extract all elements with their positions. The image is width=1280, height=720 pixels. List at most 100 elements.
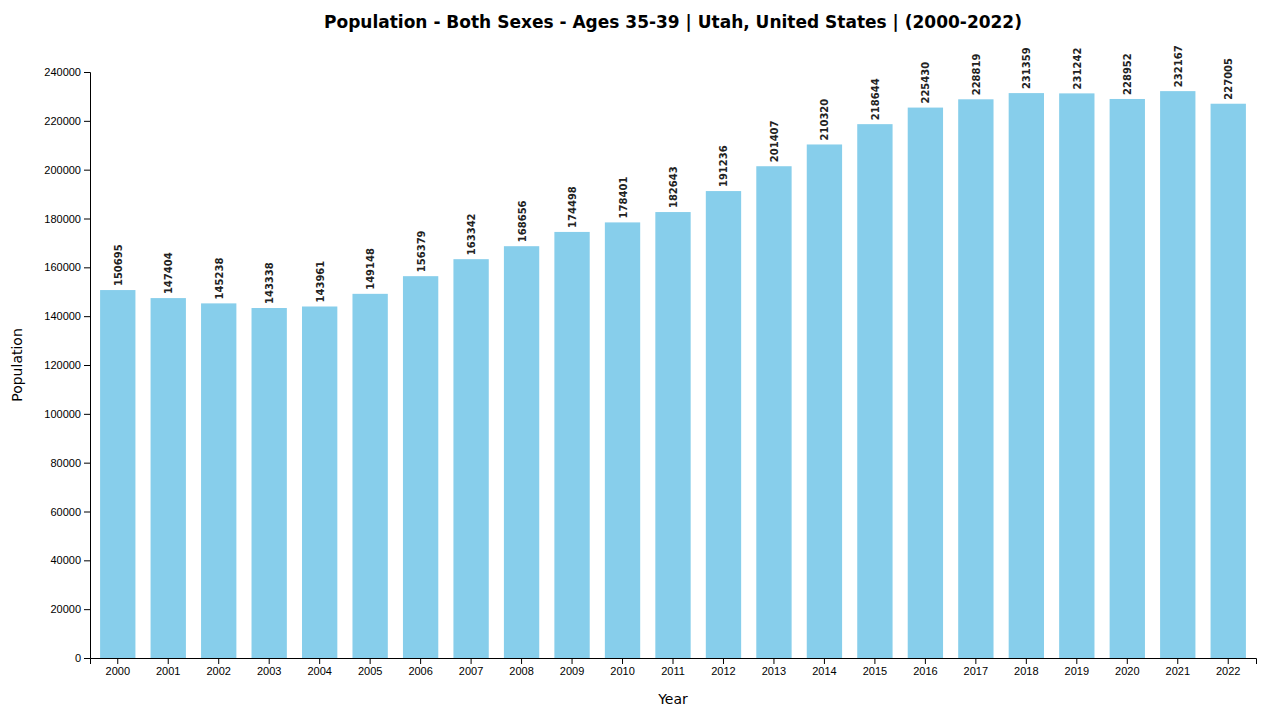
y-tick: 120000	[44, 359, 90, 371]
x-tick: 2013	[762, 658, 786, 677]
x-tick: 2007	[459, 658, 483, 677]
bars	[100, 91, 1246, 658]
x-tick-label: 2001	[156, 665, 180, 677]
data-label: 150695	[113, 244, 124, 286]
data-label: 228952	[1122, 53, 1133, 95]
x-tick-mark	[471, 658, 472, 664]
x-tick-mark	[1026, 658, 1027, 664]
bar	[756, 166, 791, 658]
x-tick: 2003	[257, 658, 281, 677]
y-tick: 200000	[44, 164, 90, 176]
x-tick-mark	[420, 658, 421, 664]
data-label: 218644	[870, 78, 881, 120]
bar	[1211, 104, 1246, 658]
x-axis: 2000200120022003200420052006200720082009…	[91, 658, 1257, 677]
x-tick-mark	[319, 658, 320, 664]
bar	[554, 232, 589, 658]
x-tick-mark	[1228, 658, 1229, 664]
x-tick-mark	[572, 658, 573, 664]
y-tick-mark	[84, 121, 90, 122]
x-axis-title: Year	[657, 691, 688, 707]
x-tick-label: 2012	[711, 665, 735, 677]
y-tick-label: 40000	[50, 554, 81, 566]
bar	[908, 108, 943, 658]
x-tick: 2014	[812, 658, 836, 677]
y-tick: 0	[75, 652, 90, 664]
y-tick: 60000	[50, 506, 90, 518]
x-tick-label: 2013	[762, 665, 786, 677]
x-tick-label: 2006	[408, 665, 432, 677]
bar	[807, 144, 842, 658]
y-tick-label: 200000	[44, 164, 81, 176]
x-tick-mark	[773, 658, 774, 664]
x-tick: 2000	[106, 658, 130, 677]
data-label: 178401	[618, 177, 629, 219]
x-tick-label: 2015	[863, 665, 887, 677]
y-tick: 220000	[44, 115, 90, 127]
y-tick-mark	[84, 463, 90, 464]
bar	[100, 290, 135, 658]
y-tick-mark	[84, 609, 90, 610]
y-tick-label: 140000	[44, 310, 81, 322]
data-label: 156379	[416, 230, 427, 272]
bar	[201, 303, 236, 658]
x-tick-mark	[1076, 658, 1077, 664]
y-tick-mark	[84, 560, 90, 561]
x-tick: 2022	[1216, 658, 1240, 677]
bar	[302, 306, 337, 658]
y-tick-mark	[84, 365, 90, 366]
data-labels: 1506951474041452381433381439611491481563…	[113, 45, 1234, 304]
x-tick: 2005	[358, 658, 382, 677]
bar	[151, 298, 186, 658]
x-tick-mark	[1177, 658, 1178, 664]
x-tick: 2011	[661, 658, 685, 677]
x-tick-label: 2018	[1014, 665, 1038, 677]
bar	[605, 222, 640, 658]
x-axis-line	[91, 659, 1257, 665]
x-tick-mark	[673, 658, 674, 664]
x-tick: 2017	[964, 658, 988, 677]
data-label: 143961	[315, 261, 326, 303]
chart-svg: 0 20000 40000 60000 80000 100000 120000 140000 1…	[0, 0, 1280, 720]
data-label: 227005	[1223, 58, 1234, 100]
x-tick: 2009	[560, 658, 584, 677]
data-label: 228819	[971, 54, 982, 96]
y-tick-label: 20000	[50, 603, 81, 615]
x-tick-label: 2011	[661, 665, 685, 677]
bar	[857, 124, 892, 658]
x-tick-mark	[117, 658, 118, 664]
x-tick-label: 2022	[1216, 665, 1240, 677]
bar	[403, 276, 438, 658]
bar	[1110, 99, 1145, 658]
x-tick: 2015	[863, 658, 887, 677]
y-axis: 0 20000 40000 60000 80000 100000 120000 140000 1…	[44, 66, 90, 664]
bar	[504, 246, 539, 658]
data-label: 231242	[1072, 48, 1083, 90]
x-tick-label: 2000	[106, 665, 130, 677]
y-tick-label: 240000	[44, 66, 81, 78]
x-tick-mark	[218, 658, 219, 664]
y-tick: 160000	[44, 261, 90, 273]
x-tick-label: 2021	[1166, 665, 1190, 677]
x-tick: 2018	[1014, 658, 1038, 677]
x-tick: 2006	[408, 658, 432, 677]
data-label: 145238	[214, 258, 225, 300]
y-tick: 240000	[44, 66, 90, 78]
x-tick-mark	[370, 658, 371, 664]
x-tick-mark	[1127, 658, 1128, 664]
x-tick-label: 2010	[610, 665, 634, 677]
y-tick-mark	[84, 267, 90, 268]
data-label: 231359	[1021, 47, 1032, 89]
x-tick-label: 2009	[560, 665, 584, 677]
bar	[252, 308, 287, 658]
x-tick-mark	[269, 658, 270, 664]
y-tick: 80000	[50, 457, 90, 469]
plot-area: 0 20000 40000 60000 80000 100000 120000 140000 1…	[44, 45, 1256, 676]
x-tick-mark	[824, 658, 825, 664]
y-tick-label: 180000	[44, 213, 81, 225]
bar	[453, 259, 488, 658]
y-tick: 140000	[44, 310, 90, 322]
y-tick: 100000	[44, 408, 90, 420]
x-tick: 2001	[156, 658, 180, 677]
x-tick-label: 2017	[964, 665, 988, 677]
